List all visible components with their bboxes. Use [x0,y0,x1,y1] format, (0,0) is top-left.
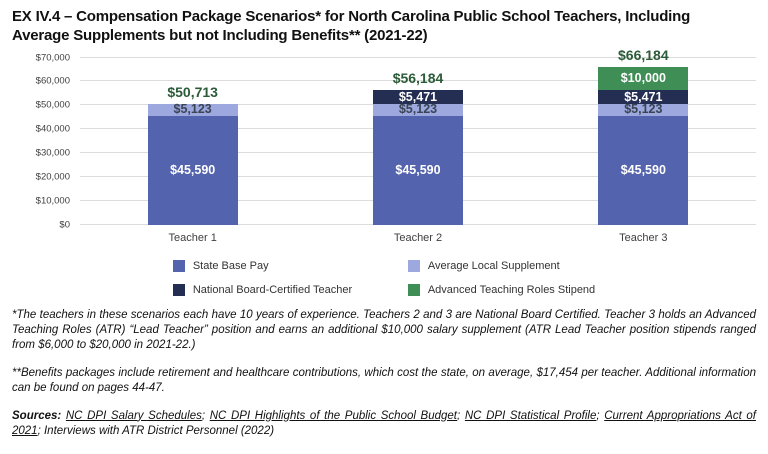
bar-slots: $45,590 $5,123 $50,713 $45,590 $5,123 $5,471 $… [80,48,756,225]
source-text-interviews-with-atr-district-personnel-2022: Interviews with ATR District Personnel (… [43,425,275,438]
legend-label: National Board-Certified Teacher [192,283,353,296]
footnote-experience: *The teachers in these scenarios each ha… [12,308,756,352]
y-tick-label: $70,000 [35,52,70,63]
legend-item-advanced-teaching-roles-stipend: Advanced Teaching Roles Stipend [407,283,596,296]
legend-swatch-state-base-pay [172,259,185,272]
bar-segment-advanced-teaching-roles-stipend: $10,000 [598,66,689,91]
x-axis-label-teacher-2: Teacher 2 [393,231,443,244]
legend-swatch-national-board-certified-teacher [172,283,185,296]
footnote-benefits: **Benefits packages include retirement a… [12,366,756,395]
chart-legend: State Base Pay Average Local Supplement Na… [12,259,756,296]
source-link-nc-dpi-highlights-of-the-public-school-budget[interactable]: NC DPI Highlights of the Public School B… [209,409,458,422]
segment-value-label: $5,471 [398,89,438,104]
bar-slot-teacher-1: $45,590 $5,123 $50,713 [80,58,305,225]
y-tick-label: $60,000 [35,75,70,87]
source-separator: ; [201,409,210,422]
bar-segment-average-local-supplement: $5,123 [147,102,238,117]
source-link-current-appropriations-act-of-2021[interactable]: Current Appropriations Act of 2021 [12,409,756,438]
bar-segment-state-base-pay: $45,590 [147,115,238,225]
legend-swatch-average-local-supplement [407,259,420,272]
x-axis-label-teacher-3: Teacher 3 [619,231,668,244]
source-link-nc-dpi-salary-schedules[interactable]: NC DPI Salary Schedules [65,409,202,422]
segment-value-label: $10,000 [620,71,666,86]
y-tick-label: $30,000 [35,147,70,159]
legend-item-state-base-pay: State Base Pay [172,259,388,272]
y-tick-label: $40,000 [35,123,70,135]
legend-label: Advanced Teaching Roles Stipend [427,283,596,296]
x-axis: Teacher 1 Teacher 2 Teacher 3 [80,232,756,244]
source-separator: ; [37,425,44,438]
source-separator: ; [457,409,465,422]
source-separator: ; [596,409,605,422]
segment-value-label: $45,590 [170,162,216,177]
bar-segment-state-base-pay: $45,590 [598,115,689,225]
figure-title: EX IV.4 – Compensation Package Scenarios… [12,8,756,46]
bar-total-label: $66,184 [618,46,669,63]
plot-area: $45,590 $5,123 $50,713 $45,590 $5,123 $5,471 $… [80,48,756,225]
gridline [80,80,756,82]
y-tick-label: $20,000 [35,171,70,183]
bar-segment-average-local-supplement: $5,123 [598,102,689,117]
compensation-chart: $0 $10,000 $20,000 $30,000 $40,000 $50,000 $60… [12,48,756,230]
sources-line: Sources: NC DPI Salary Schedules; NC DPI… [12,409,756,441]
segment-value-label: $5,123 [173,102,212,117]
source-link-nc-dpi-statistical-profile[interactable]: NC DPI Statistical Profile [464,409,597,422]
bar-segment-national-board-certified-teacher: $5,471 [372,89,463,104]
y-axis: $0 $10,000 $20,000 $30,000 $40,000 $50,000 $60… [12,52,80,230]
figure-title-line-2: Average Supplements but not Including Be… [12,26,428,44]
segment-value-label: $45,590 [620,162,666,177]
segment-value-label: $5,123 [398,102,438,117]
legend-label: Average Local Supplement [427,259,560,272]
stacked-bar-teacher-3: $45,590 $5,123 $5,471 $10,000 [598,66,689,225]
sources-prefix: Sources: [12,409,66,422]
legend-item-national-board-certified-teacher: National Board-Certified Teacher [172,283,388,296]
bar-segment-state-base-pay: $45,590 [372,115,463,225]
stacked-bar-teacher-2: $45,590 $5,123 $5,471 [372,89,463,225]
bar-slot-teacher-3: $45,590 $5,123 $5,471 $10,000 $66,184 [531,48,756,225]
segment-value-label: $45,590 [395,162,441,177]
bar-segment-average-local-supplement: $5,123 [372,102,463,117]
y-tick-label: $0 [59,219,70,230]
bar-total-label: $56,184 [392,70,444,87]
bar-slot-teacher-2: $45,590 $5,123 $5,471 $56,184 [305,58,530,225]
bar-segment-national-board-certified-teacher: $5,471 [598,89,689,104]
figure-title-line-1: EX IV.4 – Compensation Package Scenarios… [12,8,691,25]
x-axis-label-teacher-1: Teacher 1 [168,231,217,244]
legend-label: State Base Pay [192,259,269,272]
y-tick-label: $50,000 [35,99,70,111]
y-tick-label: $10,000 [35,195,70,207]
gridline [80,56,756,58]
bar-total-label: $50,713 [167,83,218,100]
stacked-bar-teacher-1: $45,590 $5,123 [147,102,238,225]
legend-swatch-advanced-teaching-roles-stipend [407,283,420,296]
segment-value-label: $5,471 [624,89,663,104]
segment-value-label: $5,123 [624,102,663,117]
legend-item-average-local-supplement: Average Local Supplement [407,259,595,272]
